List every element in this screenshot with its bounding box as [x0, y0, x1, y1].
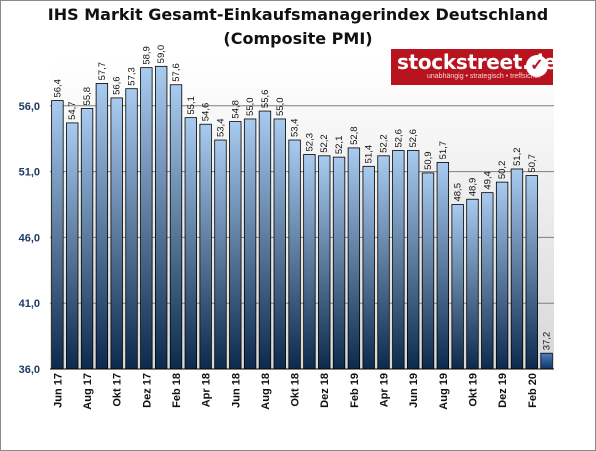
bar — [214, 139, 227, 370]
bar-value-label: 52,2 — [319, 134, 330, 153]
bar-value-label: 55,0 — [275, 97, 286, 116]
y-tick-label: 51,0 — [19, 167, 40, 179]
bar-value-label: 48,9 — [467, 178, 478, 197]
bar — [481, 192, 494, 370]
bar-value-label: 52,2 — [379, 134, 390, 153]
bar-value-label: 49,4 — [482, 171, 493, 190]
chart-subtitle: (Composite PMI) — [223, 29, 373, 48]
bar — [243, 118, 257, 370]
bar — [495, 181, 509, 370]
logo-tagline: unabhängig • strategisch • treffsicher — [427, 73, 541, 80]
bar — [199, 123, 212, 370]
chart-title: IHS Markit Gesamt-Einkaufsmanagerindex D… — [47, 5, 549, 24]
bar-value-label: 57,7 — [97, 62, 108, 81]
y-tick-label: 46,0 — [19, 232, 40, 244]
bar — [303, 154, 316, 370]
bar-value-label: 52,6 — [408, 129, 419, 148]
x-tick-label: Jun 17 — [52, 373, 64, 408]
bar-value-label: 54,8 — [230, 100, 241, 119]
bar-value-label: 56,4 — [52, 79, 63, 98]
bar — [288, 139, 301, 370]
bar — [125, 88, 138, 370]
bar — [318, 155, 331, 370]
checkmark-icon: ✓ — [526, 55, 548, 77]
bar — [66, 122, 79, 370]
bar — [154, 65, 168, 370]
bar-value-label: 52,6 — [393, 129, 404, 148]
bar-value-label: 50,7 — [527, 154, 538, 173]
bar — [140, 67, 153, 370]
x-tick-label: Feb 18 — [171, 373, 183, 408]
bar-value-label: 55,8 — [82, 87, 93, 106]
bar-value-label: 54,7 — [67, 101, 78, 120]
bar-value-label: 51,4 — [364, 145, 375, 164]
bar-value-label: 50,2 — [497, 161, 508, 180]
y-tick-label: 56,0 — [19, 101, 40, 113]
bar — [332, 156, 346, 370]
x-tick-label: Feb 19 — [349, 373, 361, 408]
y-tick-label: 41,0 — [19, 298, 40, 310]
x-tick-label: Aug 17 — [82, 373, 94, 410]
x-tick-label: Jun 18 — [230, 373, 242, 408]
bar-value-label: 37,2 — [542, 332, 553, 351]
bar — [525, 175, 538, 370]
bar — [347, 147, 361, 370]
bar-value-label: 53,4 — [290, 119, 301, 138]
bar-value-label: 59,0 — [156, 45, 167, 64]
bar-value-label: 57,6 — [171, 63, 182, 82]
bar-value-label: 53,4 — [215, 119, 226, 138]
bar-value-label: 52,8 — [349, 126, 360, 145]
x-tick-label: Apr 18 — [201, 373, 213, 407]
bar-value-label: 52,3 — [304, 133, 315, 152]
bar — [466, 198, 479, 370]
x-tick-label: Okt 19 — [467, 373, 479, 407]
bar — [451, 204, 464, 370]
bar-value-label: 57,3 — [127, 67, 138, 86]
bar-value-label: 50,9 — [423, 151, 434, 170]
x-tick-label: Dez 19 — [497, 373, 509, 408]
bar — [510, 168, 524, 370]
bar — [258, 110, 272, 370]
x-tick-label: Okt 18 — [290, 373, 302, 407]
bar — [95, 83, 109, 370]
bar — [377, 155, 390, 370]
bar-value-label: 52,1 — [334, 136, 345, 155]
bar-value-label: 56,6 — [112, 76, 123, 94]
x-tick-label: Aug 18 — [260, 373, 272, 410]
bar — [436, 161, 450, 370]
bar — [362, 165, 375, 370]
bar-value-label: 55,1 — [186, 96, 197, 115]
bar — [406, 150, 420, 370]
x-tick-label: Dez 18 — [319, 373, 331, 408]
bar-value-label: 55,0 — [245, 97, 256, 116]
x-tick-label: Apr 19 — [379, 373, 391, 407]
x-tick-label: Dez 17 — [141, 373, 153, 408]
x-tick-label: Feb 20 — [527, 373, 539, 408]
bar-value-label: 51,7 — [438, 141, 449, 160]
bar — [184, 117, 198, 370]
x-tick-label: Aug 19 — [438, 373, 450, 410]
bar — [229, 121, 242, 370]
bar — [169, 84, 183, 370]
bar-value-label: 48,5 — [453, 183, 464, 202]
bar — [80, 108, 94, 370]
bar-value-label: 51,2 — [512, 147, 523, 166]
bar — [421, 172, 435, 370]
bar — [273, 118, 286, 370]
bar — [540, 352, 553, 370]
bar — [110, 97, 123, 370]
bar — [392, 150, 405, 370]
bar-value-label: 54,6 — [201, 103, 212, 122]
bar-value-label: 58,9 — [141, 46, 152, 65]
x-tick-label: Okt 17 — [112, 373, 124, 407]
x-tick-label: Jun 19 — [408, 373, 420, 408]
bar-value-label: 55,6 — [260, 90, 271, 109]
y-tick-label: 36,0 — [19, 364, 40, 376]
stockstreet-logo[interactable]: stockstreet.de unabhängig • strategisch … — [391, 49, 557, 85]
bar — [51, 100, 64, 370]
